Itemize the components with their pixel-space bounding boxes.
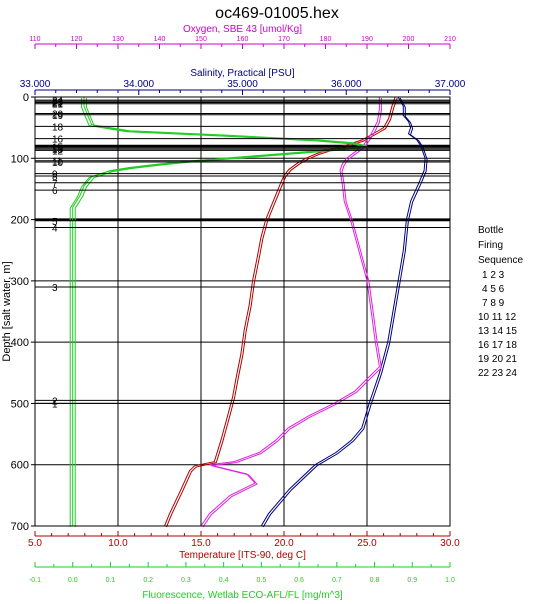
legend-title-line: Sequence [478, 255, 523, 266]
temperature-tick-label: 5.0 [28, 538, 42, 549]
oxygen-tick-label: 130 [112, 36, 124, 43]
oxygen-tick-label: 110 [29, 36, 40, 43]
legend-title-line: Bottle [478, 225, 504, 236]
depth-tick-label: 400 [11, 337, 29, 349]
bottle-mark-label: 19 [52, 111, 64, 122]
depth-tick-label: 300 [11, 276, 29, 288]
fluorescence-tick-label: 0.1 [106, 577, 116, 584]
salinity-axis-label: Salinity, Practical [PSU] [190, 68, 295, 79]
oxygen-tick-label: 120 [71, 36, 83, 43]
legend-row: 10 11 12 [478, 312, 517, 323]
salinity-series-line [260, 96, 426, 527]
bottle-layer: 2423222120191816151413121110987654321 [35, 96, 450, 410]
bottle-mark-label: 21 [52, 100, 64, 111]
legend-row: 19 20 21 [478, 354, 517, 365]
bottle-mark-label: 7 [52, 179, 58, 190]
bottle-mark-label: 16 [52, 135, 64, 146]
legend-row: 22 23 24 [478, 368, 517, 379]
fluorescence-tick-label: 0.0 [68, 577, 78, 584]
temperature-axis-label: Temperature [ITS-90, deg C] [179, 550, 306, 561]
salinity-tick-label: 33.000 [20, 79, 51, 90]
oxygen-tick-label: 210 [444, 36, 456, 43]
bottle-mark-label: 5 [52, 217, 58, 228]
fluorescence-tick-label: 0.2 [143, 577, 153, 584]
bottle-mark-label: 3 [52, 283, 58, 294]
salinity-tick-label: 35.000 [227, 79, 258, 90]
fluorescence-tick-label: 0.8 [370, 577, 380, 584]
grid-layer [35, 97, 450, 526]
plot-frame [34, 96, 451, 527]
fluorescence-tick-label: 0.6 [294, 577, 304, 584]
legend-row: 13 14 15 [478, 326, 517, 337]
bottle-mark-label: 12 [52, 146, 64, 157]
bottle-legend: Bottle Firing Sequence 1 2 3 4 5 6 7 8 9… [478, 225, 523, 379]
oxygen-tick-label: 150 [195, 36, 207, 43]
bottle-mark-label: 18 [52, 122, 64, 133]
legend-row: 4 5 6 [482, 284, 505, 295]
bottle-mark-label: 10 [52, 158, 64, 169]
fluorescence-tick-label: -0.1 [29, 577, 41, 584]
legend-title-line: Firing [478, 240, 503, 251]
oxygen-tick-label: 170 [278, 36, 290, 43]
bottle-mark-label: 2 [52, 396, 58, 407]
temperature-tick-label: 20.0 [274, 538, 294, 549]
fluorescence-tick-label: 0.4 [219, 577, 229, 584]
oxygen-tick-label: 190 [361, 36, 373, 43]
bottle-mark-label: 6 [52, 186, 58, 197]
legend-row: 16 17 18 [478, 340, 517, 351]
depth-tick-label: 600 [11, 460, 29, 472]
fluorescence-tick-label: 0.7 [332, 577, 342, 584]
legend-row: 7 8 9 [482, 298, 505, 309]
legend-row: 1 2 3 [482, 270, 505, 281]
fluorescence-tick-label: 1.0 [445, 577, 455, 584]
oxygen-tick-label: 200 [403, 36, 415, 43]
temperature-tick-label: 30.0 [440, 538, 460, 549]
fluorescence-tick-label: 0.9 [407, 577, 417, 584]
fluorescence-axis-label: Fluorescence, Wetlab ECO-AFL/FL [mg/m^3] [142, 590, 343, 601]
bottle-mark-label: 9 [52, 170, 58, 181]
depth-axis-label: Depth [salt water, m] [1, 261, 13, 361]
oxygen-series-line [200, 97, 380, 527]
bottle-mark-label: 4 [52, 224, 58, 235]
salinity-tick-label: 37.000 [435, 79, 466, 90]
salinity-tick-label: 34.000 [123, 79, 154, 90]
depth-tick-label: 100 [11, 153, 29, 165]
chart-title: oc469-01005.hex [215, 5, 339, 22]
temperature-series-line [164, 96, 396, 527]
temperature-tick-label: 25.0 [357, 538, 377, 549]
axes-layer: 0 100 200 300 400 500 600 700 Depth [salt water,… [1, 24, 466, 601]
oxygen-tick-label: 180 [320, 36, 332, 43]
bottle-mark-label: 8 [52, 172, 58, 183]
oxygen-axis-label: Oxygen, SBE 43 [umol/Kg] [183, 24, 302, 35]
depth-tick-label: 200 [11, 215, 29, 227]
fluorescence-series-line [72, 97, 368, 526]
depth-tick-label: 700 [11, 521, 29, 533]
bottle-mark-label: 1 [52, 399, 58, 410]
depth-tick-label: 0 [23, 92, 29, 104]
oxygen-tick-label: 160 [237, 36, 249, 43]
temperature-tick-label: 10.0 [108, 538, 128, 549]
temperature-tick-label: 15.0 [191, 538, 211, 549]
depth-tick-label: 500 [11, 398, 29, 410]
oxygen-tick-label: 140 [154, 36, 166, 43]
salinity-tick-label: 36.000 [331, 79, 362, 90]
fluorescence-tick-label: 0.5 [256, 577, 266, 584]
fluorescence-tick-label: 0.3 [181, 577, 191, 584]
